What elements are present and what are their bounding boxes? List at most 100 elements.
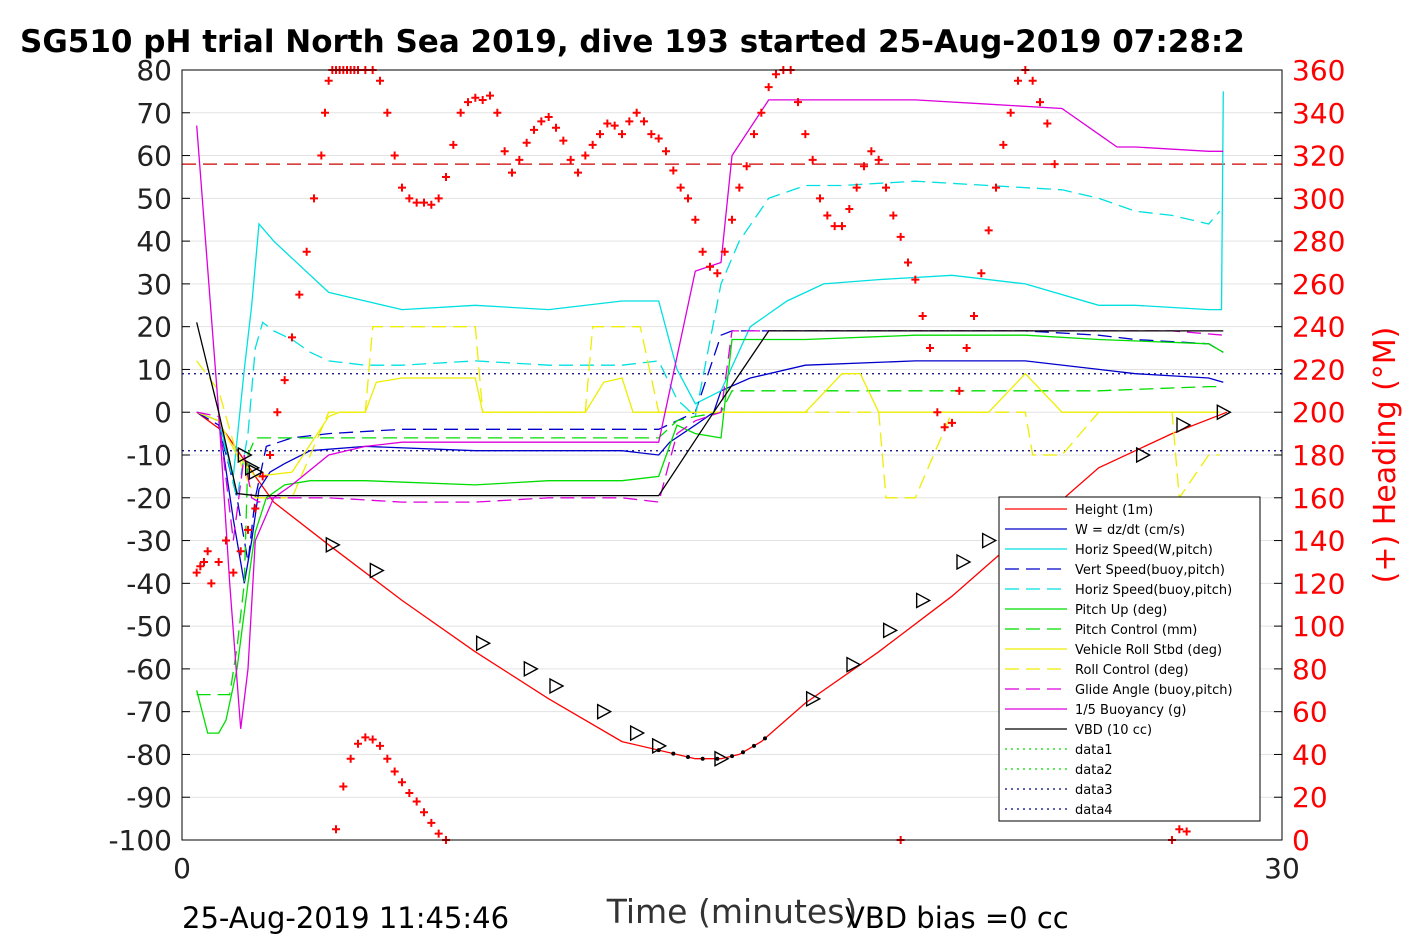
heading-point-13 (273, 408, 282, 417)
heading-point-115 (984, 226, 993, 235)
left-axis-ticks: 80 70 60 50 40 30 20 10 0 -10 -20 -30 -40 -50 -60 -70 -8… (108, 54, 190, 857)
heading-point-119 (1014, 76, 1022, 85)
heading-point-3 (203, 547, 212, 556)
right-tick-label-12: 120 (1292, 567, 1345, 600)
legend-label-w: W = dz/dt (cm/s) (1075, 523, 1185, 538)
triangle-marker-3 (325, 536, 341, 554)
heading-point-58 (566, 155, 575, 164)
chart-title: SG510 pH trial North Sea 2019, dive 193 … (20, 24, 1245, 60)
heading-point-106 (918, 311, 927, 320)
heading-point-86 (772, 70, 780, 79)
heading-point-51 (515, 155, 524, 164)
heading-point-89 (794, 98, 802, 107)
heading-point-53 (530, 125, 538, 134)
heading-point-10 (251, 504, 260, 513)
heading-point-85 (764, 83, 773, 92)
right-tick-label-11: 140 (1292, 525, 1345, 558)
heading-point-b8 (390, 767, 399, 776)
heading-point-61 (588, 140, 597, 149)
x-tick-label-1: 30 (1264, 852, 1300, 885)
heading-point-68 (640, 117, 648, 126)
legend-label-roll_ctrl: Roll Control (deg) (1075, 663, 1189, 678)
heading-point-67 (632, 108, 641, 117)
legend-label-buoy: 1/5 Buoyancy (g) (1075, 703, 1186, 718)
heading-point-122 (1036, 98, 1044, 107)
legend-label-d3: data3 (1075, 783, 1113, 798)
x-axis-ticks: 0 30 (173, 832, 1300, 885)
bottom-dot-3 (700, 756, 705, 761)
heading-point-6 (222, 536, 230, 545)
series-vbd (196, 322, 1224, 497)
heading-point-110 (948, 418, 956, 427)
heading-point-123 (1043, 119, 1052, 128)
heading-point-36 (405, 194, 414, 203)
triangle-marker-6 (523, 660, 539, 678)
bottom-dot-8 (763, 736, 767, 741)
heading-point-8 (236, 547, 245, 556)
left-tick-label-10: -20 (126, 482, 172, 515)
legend-label-vbd: VBD (10 cc) (1075, 723, 1152, 738)
heading-point-80 (728, 215, 736, 224)
heading-point-16 (295, 290, 304, 299)
heading-point-59 (574, 168, 582, 177)
heading-point-91 (808, 155, 817, 164)
heading-point-41 (442, 172, 450, 181)
right-tick-label-6: 240 (1292, 311, 1345, 344)
legend: Height (1m) W = dz/dt (cm/s) Horiz Speed(W… (998, 496, 1261, 822)
heading-point-12 (266, 451, 274, 459)
triangle-marker-12 (805, 690, 822, 708)
heading-point-b5 (368, 735, 377, 744)
right-axis-ticks: 3603403203002802602402202001801601401201… (1274, 54, 1345, 857)
heading-point-43 (456, 108, 465, 117)
right-tick-label-5: 260 (1292, 268, 1345, 301)
heading-point-82 (742, 162, 751, 171)
legend-label-roll: Vehicle Roll Stbd (deg) (1075, 643, 1222, 658)
heading-point-108 (933, 408, 942, 417)
heading-point-35 (398, 183, 406, 192)
bottom-dot-7 (752, 743, 756, 748)
triangle-marker-0 (237, 446, 253, 464)
bottom-dot-0 (656, 748, 661, 753)
triangle-marker-9 (629, 724, 646, 742)
heading-point-5 (214, 557, 223, 566)
series-roll_ctrl (196, 326, 1220, 500)
right-tick-label-13: 100 (1292, 610, 1345, 643)
right-tick-label-14: 80 (1292, 653, 1328, 686)
heading-point-56 (552, 123, 560, 132)
heading-point-b1 (339, 782, 348, 791)
heading-point-1 (196, 562, 205, 571)
left-tick-label-9: -10 (126, 439, 172, 472)
right-tick-label-7: 220 (1292, 353, 1345, 386)
heading-point-117 (999, 140, 1008, 149)
heading-point-112 (962, 344, 971, 353)
heading-point-81 (735, 183, 744, 192)
heading-point-34 (390, 151, 399, 160)
heading-point-b7 (383, 754, 392, 763)
heading-point-b11 (412, 797, 421, 806)
right-tick-label-17: 20 (1292, 781, 1328, 814)
heading-point-14 (280, 376, 289, 385)
left-tick-label-5: 30 (136, 268, 172, 301)
heading-point-17 (302, 247, 311, 256)
heading-point-b3 (354, 739, 362, 748)
triangle-marker-20 (1176, 416, 1192, 434)
heading-point-62 (596, 130, 604, 139)
heading-point-76 (698, 247, 707, 256)
heading-point-90 (801, 130, 810, 139)
left-tick-label-8: 0 (154, 396, 172, 429)
heading-point-19 (317, 151, 326, 160)
series-w (196, 360, 1224, 584)
heading-point-121 (1028, 76, 1037, 85)
heading-point-113 (970, 311, 978, 320)
heading-point-63 (603, 119, 612, 128)
heading-point-2 (200, 557, 208, 566)
left-tick-label-18: -100 (108, 824, 172, 857)
right-tick-label-2: 320 (1292, 140, 1345, 173)
left-tick-label-12: -40 (126, 567, 172, 600)
triangle-marker-11 (714, 750, 730, 767)
legend-label-d4: data4 (1075, 803, 1113, 818)
triangle-markers (237, 404, 1232, 767)
right-axis-label: (+) Heading (°M) (1368, 327, 1403, 584)
heading-point-e2 (1175, 825, 1184, 834)
